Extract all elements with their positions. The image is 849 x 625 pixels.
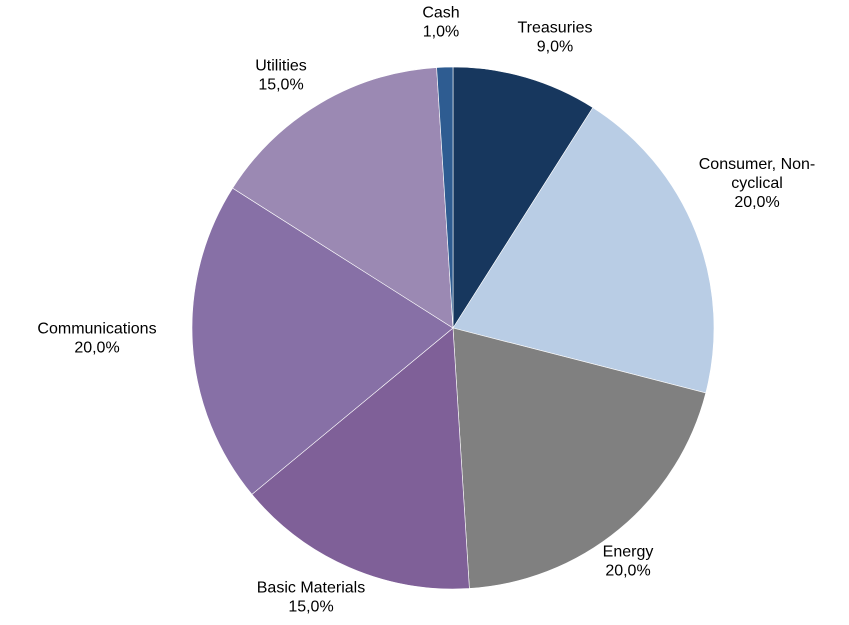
slice-category-label-3: Basic Materials <box>257 580 365 597</box>
pie-slice-1 <box>452 107 715 394</box>
pie-slice-6 <box>436 66 454 329</box>
slice-value-label-4: 20,0% <box>74 340 119 357</box>
pie-slices <box>191 66 715 590</box>
slice-category-label-0: Treasuries <box>518 20 593 37</box>
pie-slice-4 <box>191 187 454 495</box>
pie-labels: Treasuries 9,0% Consumer, Non-cyclical 20,0… <box>37 5 815 616</box>
slice-value-label-0: 9,0% <box>537 39 573 56</box>
slice-value-label-2: 20,0% <box>605 563 650 580</box>
pie-slice-0 <box>452 66 594 330</box>
pie-slice-2 <box>452 327 707 589</box>
slice-category-label-5: Utilities <box>255 58 307 75</box>
slice-category-label-1: Consumer, Non- <box>699 156 816 173</box>
pie-slice-3 <box>251 327 470 590</box>
slice-category-label-6: Cash <box>422 5 459 22</box>
slice-value-label-1: 20,0% <box>734 194 779 211</box>
slice-value-label-6: 1,0% <box>423 24 459 41</box>
slice-category-label-2: Energy <box>603 544 654 561</box>
pie-slice-5 <box>232 67 454 329</box>
slice-category-label-4: Communications <box>37 321 156 338</box>
slice-value-label-3: 15,0% <box>288 599 333 616</box>
slice-category-label-1: cyclical <box>731 175 783 192</box>
slice-value-label-5: 15,0% <box>258 77 303 94</box>
